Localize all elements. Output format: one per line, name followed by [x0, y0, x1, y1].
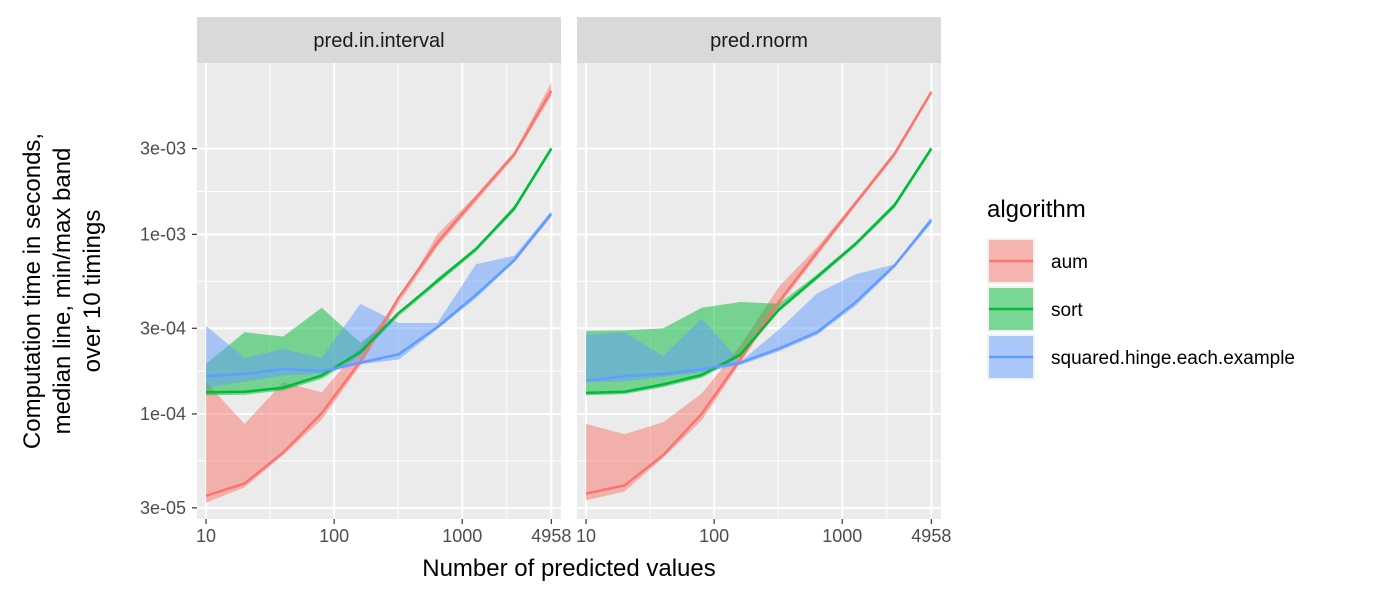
band-sort: [586, 146, 932, 396]
strip-background: [197, 17, 561, 63]
y-tick-label: 1e-04: [140, 404, 186, 424]
median-line-squared.hinge.each.example: [585, 219, 933, 383]
y-axis-title-line-2: median line, min/max band: [49, 148, 76, 435]
x-axis-ticks: 10 100 1000 4958: [196, 519, 571, 546]
x-tick-label: 4958: [911, 526, 951, 546]
y-axis-title: Computation time in seconds, median line…: [19, 133, 106, 449]
legend-label: squared.hinge.each.example: [1051, 348, 1295, 369]
x-tick-label: 1000: [822, 526, 862, 546]
legend-label: sort: [1051, 300, 1083, 321]
band-squared.hinge.each.example: [586, 216, 932, 383]
median-line-sort: [585, 148, 933, 395]
band-aum: [586, 89, 932, 501]
panel-right: pred.rnorm 10 100 1000 4958: [576, 17, 951, 546]
strip-background: [577, 17, 941, 63]
x-tick-label: 1000: [442, 526, 482, 546]
strip-label: pred.in.interval: [313, 30, 444, 52]
y-axis-title-line-1: Computation time in seconds,: [19, 133, 46, 449]
y-tick-label: 3e-05: [140, 498, 186, 518]
median-line-aum: [205, 90, 553, 497]
x-axis-ticks: 10 100 1000 4958: [576, 519, 951, 546]
x-tick-label: 4958: [531, 526, 571, 546]
y-axis-title-line-3: over 10 timings: [79, 210, 106, 373]
y-axis-ticks: 3e-05 1e-04 3e-04 1e-03 3e-03: [140, 139, 197, 518]
band-squared.hinge.each.example: [206, 210, 552, 388]
median-line-sort: [205, 148, 553, 394]
legend-label: aum: [1051, 252, 1088, 273]
y-tick-label: 1e-03: [140, 224, 186, 244]
median-lines: [585, 91, 933, 495]
median-lines: [205, 90, 553, 497]
x-tick-label: 100: [319, 526, 349, 546]
band-aum: [206, 82, 552, 503]
legend-keys: aum sort squared.hinge.each.example: [987, 238, 1295, 380]
min-max-bands: [586, 89, 932, 501]
min-max-bands: [206, 82, 552, 503]
legend: algorithm aum sort squared.hinge.each.exam…: [987, 196, 1295, 380]
x-tick-label: 100: [699, 526, 729, 546]
x-tick-label: 10: [576, 526, 596, 546]
band-sort: [206, 146, 552, 396]
x-tick-label: 10: [196, 526, 216, 546]
x-axis-title: Number of predicted values: [422, 555, 715, 582]
y-tick-label: 3e-04: [140, 318, 186, 338]
legend-title: algorithm: [987, 196, 1086, 223]
strip-label: pred.rnorm: [710, 30, 808, 52]
median-line-squared.hinge.each.example: [205, 213, 553, 378]
y-tick-label: 3e-03: [140, 139, 186, 159]
panel-left: pred.in.interval 10 100 1000 4958: [196, 17, 571, 546]
